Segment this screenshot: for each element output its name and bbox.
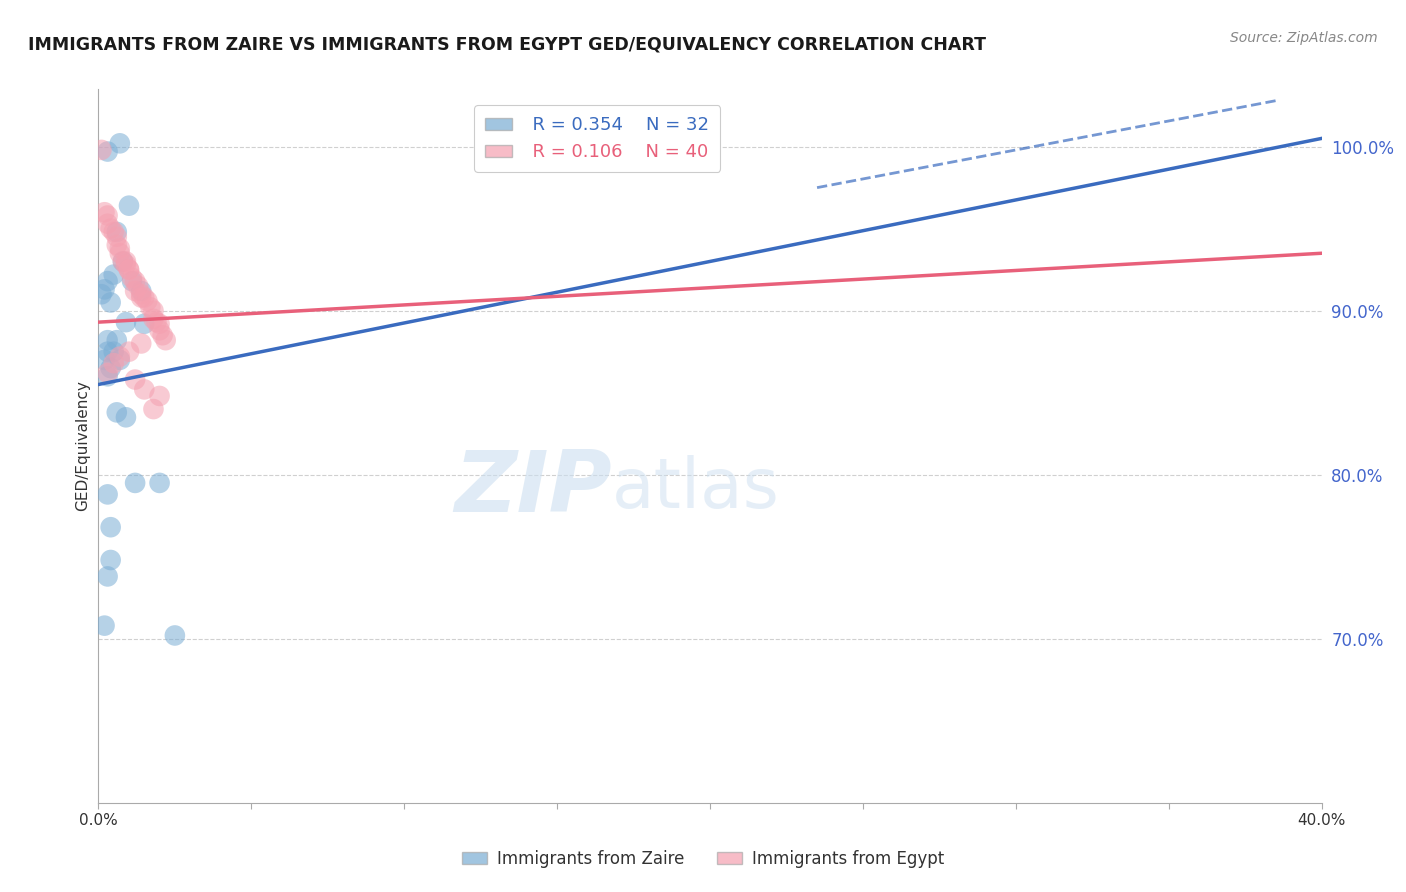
Point bbox=[127, 279, 149, 293]
Point bbox=[97, 369, 120, 384]
Point bbox=[118, 262, 141, 277]
Point bbox=[124, 475, 146, 490]
Point bbox=[139, 301, 162, 315]
Point bbox=[97, 366, 120, 380]
Point bbox=[97, 209, 120, 223]
Point bbox=[118, 199, 141, 213]
Point bbox=[129, 284, 152, 298]
Point bbox=[149, 389, 172, 403]
Point bbox=[142, 303, 165, 318]
Point bbox=[111, 254, 134, 268]
Point bbox=[108, 352, 131, 367]
Point bbox=[163, 628, 186, 642]
Point bbox=[100, 553, 122, 567]
Point bbox=[97, 333, 120, 347]
Point bbox=[124, 284, 146, 298]
Point bbox=[90, 287, 112, 301]
Point bbox=[108, 246, 131, 260]
Point bbox=[97, 344, 120, 359]
Point bbox=[149, 475, 172, 490]
Point bbox=[115, 410, 138, 425]
Point bbox=[105, 225, 128, 239]
Point bbox=[97, 569, 120, 583]
Point bbox=[90, 143, 112, 157]
Point bbox=[93, 618, 115, 632]
Point bbox=[93, 282, 115, 296]
Text: ZIP: ZIP bbox=[454, 447, 612, 531]
Text: atlas: atlas bbox=[612, 455, 780, 523]
Point bbox=[134, 317, 156, 331]
Point bbox=[129, 291, 152, 305]
Point bbox=[118, 344, 141, 359]
Legend:   R = 0.354    N = 32,   R = 0.106    N = 40: R = 0.354 N = 32, R = 0.106 N = 40 bbox=[474, 105, 720, 172]
Point bbox=[111, 254, 134, 268]
Y-axis label: GED/Equivalency: GED/Equivalency bbox=[75, 381, 90, 511]
Point bbox=[121, 274, 143, 288]
Point bbox=[100, 221, 122, 235]
Point bbox=[152, 328, 174, 343]
Point bbox=[124, 274, 146, 288]
Point bbox=[105, 405, 128, 419]
Point bbox=[142, 402, 165, 417]
Point bbox=[103, 344, 125, 359]
Point bbox=[100, 295, 122, 310]
Text: IMMIGRANTS FROM ZAIRE VS IMMIGRANTS FROM EGYPT GED/EQUIVALENCY CORRELATION CHART: IMMIGRANTS FROM ZAIRE VS IMMIGRANTS FROM… bbox=[28, 36, 986, 54]
Legend: Immigrants from Zaire, Immigrants from Egypt: Immigrants from Zaire, Immigrants from E… bbox=[456, 844, 950, 875]
Point bbox=[97, 487, 120, 501]
Point bbox=[93, 352, 115, 367]
Point bbox=[105, 238, 128, 252]
Point bbox=[149, 323, 172, 337]
Point bbox=[97, 217, 120, 231]
Point bbox=[142, 311, 165, 326]
Point bbox=[134, 383, 156, 397]
Text: Source: ZipAtlas.com: Source: ZipAtlas.com bbox=[1230, 31, 1378, 45]
Point bbox=[129, 287, 152, 301]
Point bbox=[118, 262, 141, 277]
Point bbox=[100, 361, 122, 376]
Point bbox=[108, 350, 131, 364]
Point bbox=[115, 258, 138, 272]
Point bbox=[103, 225, 125, 239]
Point bbox=[103, 356, 125, 370]
Point bbox=[149, 317, 172, 331]
Point bbox=[121, 270, 143, 285]
Point bbox=[129, 336, 152, 351]
Point bbox=[100, 520, 122, 534]
Point bbox=[103, 268, 125, 282]
Point bbox=[145, 315, 167, 329]
Point bbox=[108, 241, 131, 255]
Point bbox=[134, 291, 156, 305]
Point bbox=[155, 333, 177, 347]
Point bbox=[115, 315, 138, 329]
Point bbox=[115, 254, 138, 268]
Point bbox=[97, 274, 120, 288]
Point bbox=[124, 373, 146, 387]
Point bbox=[93, 205, 115, 219]
Point bbox=[108, 136, 131, 151]
Point bbox=[105, 230, 128, 244]
Point bbox=[97, 145, 120, 159]
Point bbox=[136, 293, 159, 308]
Point bbox=[105, 333, 128, 347]
